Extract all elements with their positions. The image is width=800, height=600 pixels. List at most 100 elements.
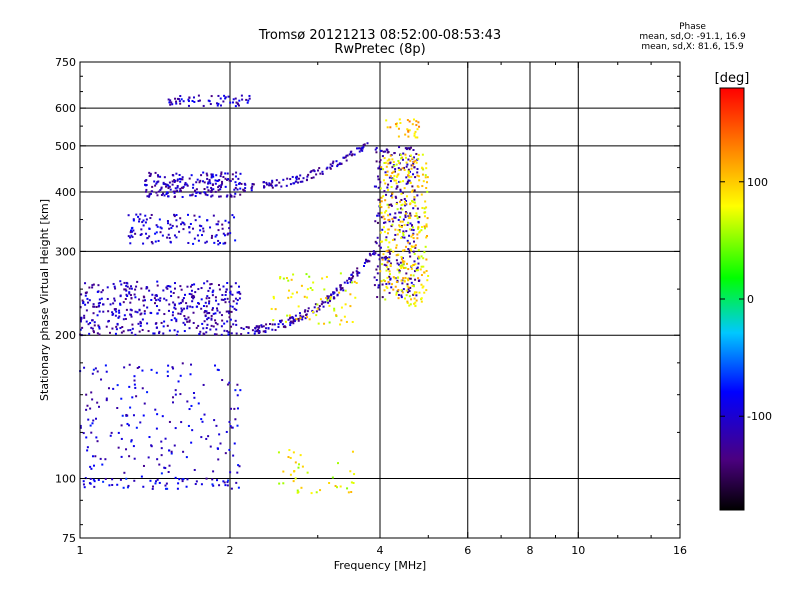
echo-point [223, 329, 226, 332]
echo-point [396, 185, 399, 188]
echo-point [258, 326, 261, 329]
echo-point [236, 291, 239, 294]
echo-point [390, 203, 393, 206]
echo-point [379, 181, 382, 184]
echo-point [159, 189, 162, 192]
echo-point [411, 123, 414, 126]
echo-point [161, 234, 164, 237]
echo-point [411, 284, 414, 287]
echo-point [240, 333, 243, 336]
echo-point [92, 478, 95, 481]
echo-point [362, 143, 365, 146]
echo-point [382, 195, 385, 198]
echo-point [306, 175, 309, 178]
echo-point [162, 289, 165, 292]
echo-point [138, 309, 141, 312]
echo-point [350, 481, 353, 484]
echo-point [157, 180, 160, 183]
echo-point [384, 161, 387, 164]
echo-point [410, 164, 413, 167]
echo-point [344, 289, 347, 292]
echo-point [234, 319, 237, 322]
echo-point [262, 330, 265, 333]
echo-point [398, 230, 401, 233]
echo-point [167, 285, 170, 288]
echo-point [396, 268, 399, 271]
echo-point [129, 313, 132, 316]
echo-point [239, 172, 242, 175]
echo-point [85, 436, 88, 439]
echo-point [179, 95, 182, 98]
echo-point [182, 450, 185, 453]
echo-point [406, 147, 409, 150]
echo-point [112, 302, 115, 305]
echo-point [181, 362, 184, 365]
echo-point [230, 325, 233, 328]
echo-point [305, 179, 308, 182]
echo-point [95, 436, 98, 439]
echo-point [206, 280, 209, 283]
colorbar-unit-label: [deg] [715, 71, 750, 86]
echo-point [237, 486, 240, 489]
echo-point [119, 302, 122, 305]
echo-point [227, 331, 230, 334]
echo-point [412, 229, 415, 232]
echo-point [399, 168, 402, 171]
echo-point [425, 206, 428, 209]
echo-point [194, 219, 197, 222]
echo-point [337, 462, 340, 465]
echo-point [313, 306, 316, 309]
echo-point [402, 218, 405, 221]
echo-point [137, 215, 140, 218]
echo-point [183, 183, 186, 186]
echo-point [233, 407, 236, 410]
echo-point [144, 183, 147, 186]
echo-point [374, 148, 377, 151]
echo-point [384, 150, 387, 153]
echo-point [417, 249, 420, 252]
echo-point [400, 264, 403, 267]
echo-point [119, 280, 122, 283]
echo-point [406, 119, 409, 122]
echo-point [412, 207, 415, 210]
echo-point [210, 317, 213, 320]
echo-point [382, 215, 385, 218]
echo-point [192, 242, 195, 245]
echo-point [289, 324, 292, 327]
echo-point [295, 318, 298, 321]
echo-point [374, 240, 377, 243]
echo-point [321, 277, 324, 280]
echo-point [210, 188, 213, 191]
echo-point [189, 285, 192, 288]
echo-point [111, 483, 114, 486]
echo-point [386, 151, 389, 154]
echo-point [339, 485, 342, 488]
y-tick-label: 200 [55, 329, 76, 342]
echo-point [99, 457, 102, 460]
echo-point [210, 190, 213, 193]
echo-point [119, 295, 122, 298]
echo-point [171, 183, 174, 186]
echo-point [152, 332, 155, 335]
echo-point [178, 478, 181, 481]
echo-point [175, 102, 178, 105]
echo-point [339, 284, 342, 287]
echo-point [423, 271, 426, 274]
echo-point [212, 312, 215, 315]
echo-point [423, 291, 426, 294]
echo-point [339, 272, 342, 275]
echo-point [116, 384, 119, 387]
echo-point [386, 257, 389, 260]
echo-point [269, 323, 272, 326]
echo-point [243, 182, 246, 185]
echo-point [93, 485, 96, 488]
echo-point [97, 478, 100, 481]
echo-point [235, 101, 238, 104]
echo-point [202, 305, 205, 308]
echo-point [210, 95, 213, 98]
echo-point [205, 240, 208, 243]
echo-point [379, 187, 382, 190]
echo-point [201, 234, 204, 237]
echo-point [130, 315, 133, 318]
echo-point [153, 297, 156, 300]
